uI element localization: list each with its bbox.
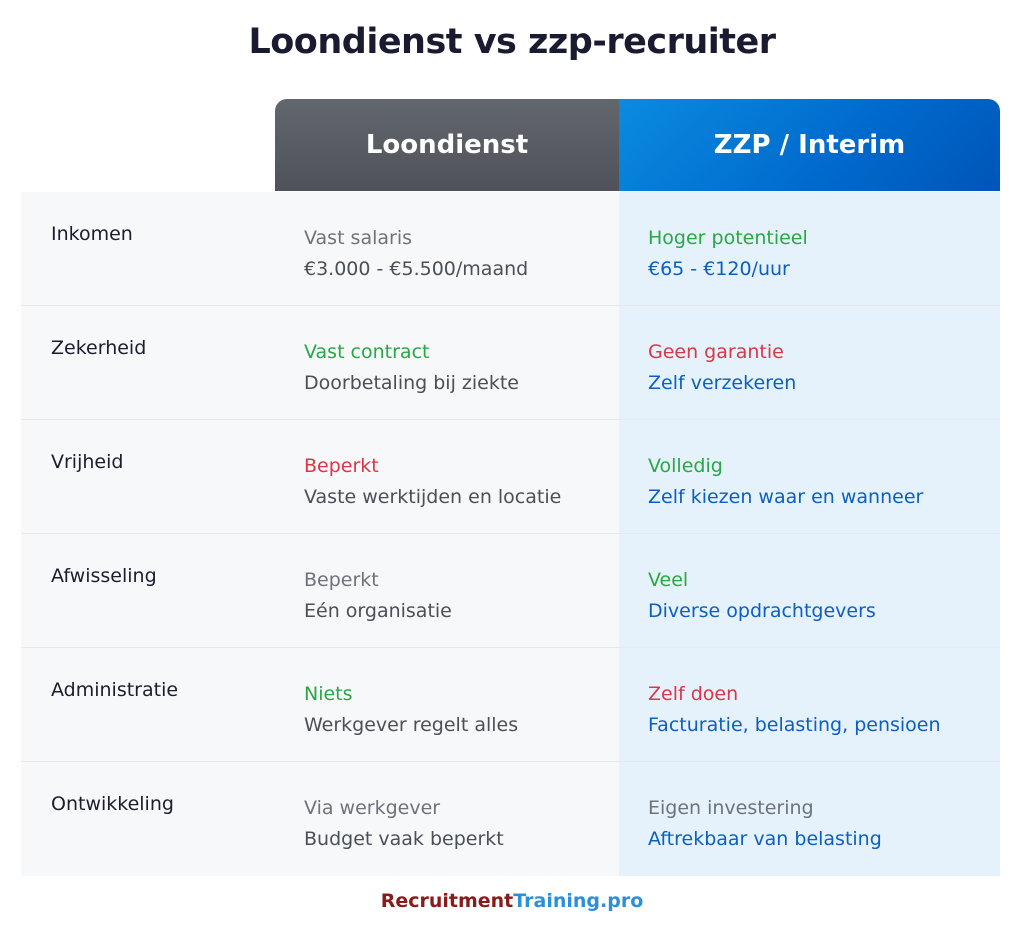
cell-detail: Vaste werktijden en locatie: [304, 486, 562, 508]
cell-zzp: Veel Diverse opdrachtgevers: [648, 565, 876, 627]
cell-headline: Vast contract: [304, 341, 430, 363]
table-row: Inkomen Vast salaris €3.000 - €5.500/maa…: [21, 192, 1000, 306]
cell-detail: Zelf verzekeren: [648, 372, 797, 394]
cell-headline: Hoger potentieel: [648, 227, 808, 249]
comparison-table: Inkomen Vast salaris €3.000 - €5.500/maa…: [21, 192, 1000, 876]
cell-loondienst: Vast contract Doorbetaling bij ziekte: [304, 337, 519, 399]
cell-headline: Zelf doen: [648, 683, 739, 705]
row-divider: [21, 533, 1000, 534]
cell-detail: Budget vaak beperkt: [304, 828, 504, 850]
table-row: Afwisseling Beperkt Eén organisatie Veel…: [21, 534, 1000, 648]
brand-part-recruitment: Recruitment: [380, 890, 514, 912]
table-row: Vrijheid Beperkt Vaste werktijden en loc…: [21, 420, 1000, 534]
row-divider: [21, 647, 1000, 648]
cell-headline: Veel: [648, 569, 689, 591]
cell-zzp: Eigen investering Aftrekbaar van belasti…: [648, 793, 882, 855]
cell-detail: €3.000 - €5.500/maand: [304, 258, 529, 280]
cell-headline: Beperkt: [304, 455, 379, 477]
cell-zzp: Hoger potentieel €65 - €120/uur: [648, 223, 808, 285]
row-label: Inkomen: [51, 223, 133, 245]
cell-headline: Volledig: [648, 455, 723, 477]
cell-detail: €65 - €120/uur: [648, 258, 790, 280]
cell-loondienst: Beperkt Vaste werktijden en locatie: [304, 451, 561, 513]
cell-loondienst: Beperkt Eén organisatie: [304, 565, 452, 627]
table-row: Ontwikkeling Via werkgever Budget vaak b…: [21, 762, 1000, 876]
cell-zzp: Geen garantie Zelf verzekeren: [648, 337, 796, 399]
cell-detail: Doorbetaling bij ziekte: [304, 372, 519, 394]
cell-loondienst: Niets Werkgever regelt alles: [304, 679, 518, 741]
cell-zzp: Volledig Zelf kiezen waar en wanneer: [648, 451, 923, 513]
row-label: Zekerheid: [51, 337, 147, 359]
row-divider: [21, 305, 1000, 306]
brand-part-training: Training.pro: [513, 890, 644, 912]
cell-headline: Niets: [304, 683, 353, 705]
cell-headline: Eigen investering: [648, 797, 814, 819]
cell-loondienst: Vast salaris €3.000 - €5.500/maand: [304, 223, 528, 285]
row-label: Administratie: [51, 679, 179, 701]
brand-logo: RecruitmentTraining.pro: [0, 890, 1024, 912]
table-row: Administratie Niets Werkgever regelt all…: [21, 648, 1000, 762]
row-divider: [21, 761, 1000, 762]
row-label: Afwisseling: [51, 565, 157, 587]
zzp-column-background: [619, 192, 1000, 876]
cell-loondienst: Via werkgever Budget vaak beperkt: [304, 793, 504, 855]
table-header: Loondienst ZZP / Interim: [275, 99, 1000, 191]
column-header-loondienst: Loondienst: [275, 99, 619, 191]
cell-detail: Diverse opdrachtgevers: [648, 600, 876, 622]
cell-headline: Via werkgever: [304, 797, 441, 819]
cell-detail: Facturatie, belasting, pensioen: [648, 714, 941, 736]
cell-headline: Beperkt: [304, 569, 379, 591]
cell-detail: Aftrekbaar van belasting: [648, 828, 882, 850]
cell-headline: Vast salaris: [304, 227, 413, 249]
page-title: Loondienst vs zzp-recruiter: [248, 22, 776, 62]
table-row: Zekerheid Vast contract Doorbetaling bij…: [21, 306, 1000, 420]
row-label: Vrijheid: [51, 451, 124, 473]
cell-detail: Zelf kiezen waar en wanneer: [648, 486, 924, 508]
cell-detail: Eén organisatie: [304, 600, 452, 622]
row-divider: [21, 419, 1000, 420]
row-label: Ontwikkeling: [51, 793, 174, 815]
cell-headline: Geen garantie: [648, 341, 784, 363]
cell-detail: Werkgever regelt alles: [304, 714, 519, 736]
column-header-zzp: ZZP / Interim: [619, 99, 1000, 191]
cell-zzp: Zelf doen Facturatie, belasting, pensioe…: [648, 679, 941, 741]
